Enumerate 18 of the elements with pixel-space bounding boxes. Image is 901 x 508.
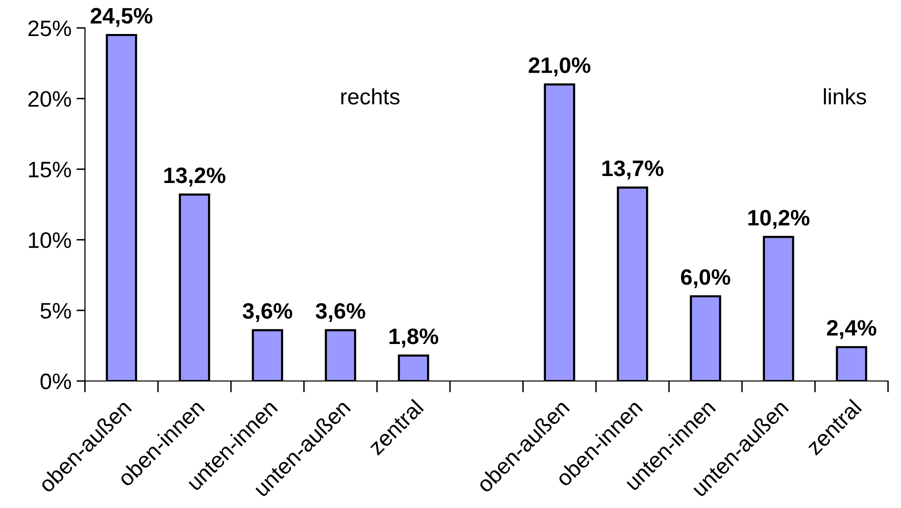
y-tick-label: 5%	[40, 303, 71, 319]
data-label: 1,8%	[390, 328, 438, 348]
annotation: links	[824, 88, 866, 105]
y-tick-label: 0%	[40, 374, 71, 390]
data-label: 6,0%	[681, 269, 730, 288]
data-label: 13,7%	[602, 160, 664, 180]
y-tick-label: 15%	[28, 162, 71, 178]
data-label: 24,5%	[90, 8, 152, 27]
annotation: rechts	[341, 88, 400, 105]
y-tick-label: 20%	[28, 91, 71, 107]
data-label: 21,0%	[528, 57, 590, 76]
data-label: 13,2%	[164, 168, 226, 186]
y-tick-label: 25%	[28, 20, 71, 36]
data-label: 3,6%	[242, 303, 292, 322]
y-tick-label: 10%	[28, 232, 71, 248]
data-label: 10,2%	[748, 210, 810, 229]
data-label: 3,6%	[316, 303, 366, 322]
data-label: 2,4%	[826, 320, 876, 339]
